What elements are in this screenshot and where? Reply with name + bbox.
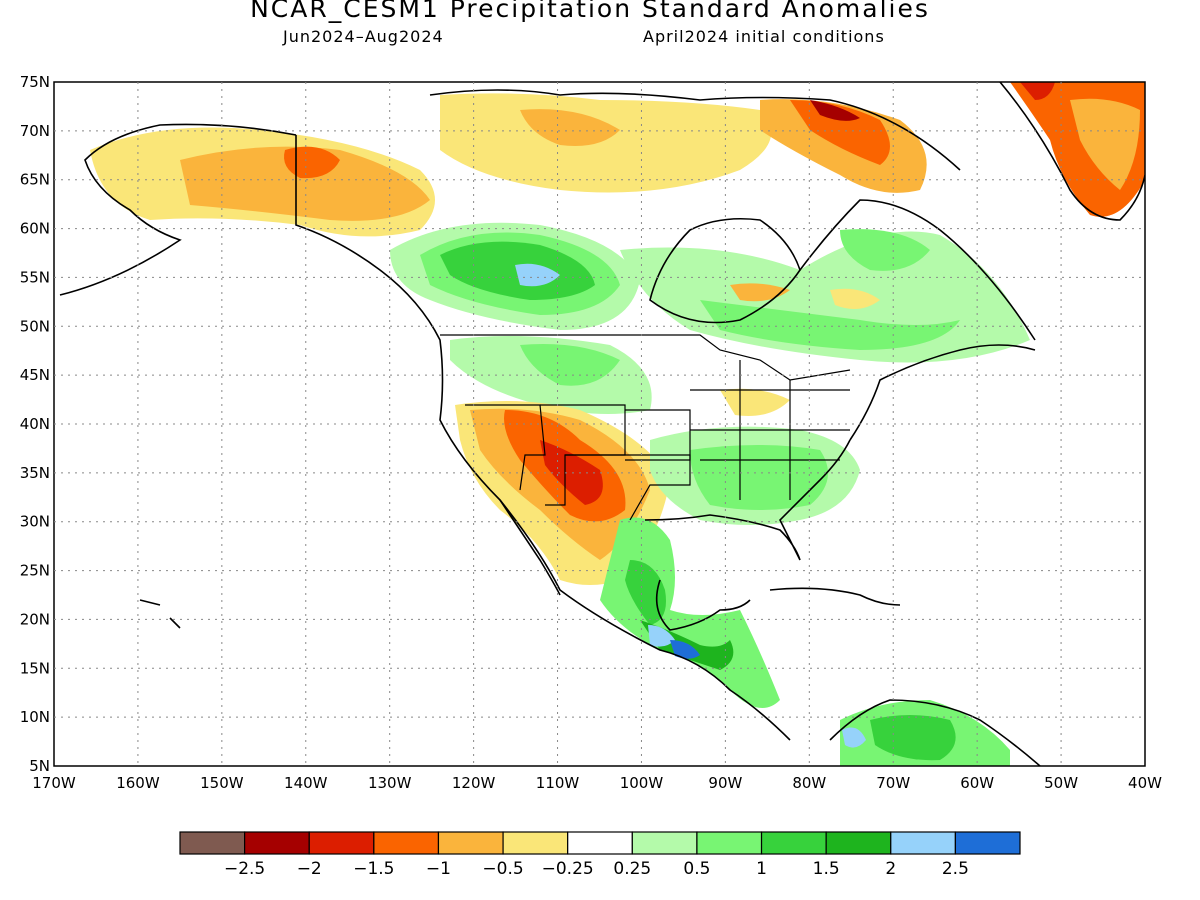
us-canada-border xyxy=(440,334,851,381)
lat-tick-label: 35N xyxy=(20,464,50,482)
coastlines xyxy=(59,82,1145,766)
lon-tick-label: 110W xyxy=(536,774,580,792)
graticule xyxy=(54,82,1145,766)
period-subtitle: Jun2024–Aug2024 xyxy=(283,27,444,46)
lon-tick-label: 140W xyxy=(284,774,328,792)
hawaii xyxy=(139,599,181,629)
greenland-coast xyxy=(999,82,1145,221)
colorbar-label: 0.25 xyxy=(613,859,651,879)
lat-tick-label: 70N xyxy=(20,122,50,140)
colorbar-label: 1.5 xyxy=(813,859,840,879)
lon-tick-label: 50W xyxy=(1044,774,1078,792)
alaska-coast xyxy=(59,123,297,296)
lat-tick-label: 30N xyxy=(20,513,50,531)
colorbar-swatch xyxy=(825,831,892,855)
colorbar-swatch xyxy=(954,831,1021,855)
colorbar-swatch xyxy=(502,831,569,855)
atlantic-coast xyxy=(849,344,1036,441)
colorbar-label: 2.5 xyxy=(942,859,969,879)
colorbar-swatch xyxy=(631,831,698,855)
lat-tick-label: 55N xyxy=(20,268,50,286)
colorbar-label: 2 xyxy=(885,859,896,879)
yucatan-coast xyxy=(655,579,751,631)
mexico-wet-region xyxy=(600,517,780,708)
lat-tick-label: 20N xyxy=(20,610,50,628)
hudson-bay xyxy=(649,217,801,324)
latitude-labels: 5N 10N 15N 20N 25N 30N 35N 40N 45N 50N 55N 60N 65N 70… xyxy=(20,73,50,775)
lon-tick-label: 60W xyxy=(960,774,994,792)
lon-tick-label: 150W xyxy=(200,774,244,792)
lat-tick-label: 65N xyxy=(20,171,50,189)
lon-tick-label: 40W xyxy=(1128,774,1162,792)
colorbar-swatch xyxy=(179,831,246,855)
lon-tick-label: 160W xyxy=(116,774,160,792)
south-america-coast xyxy=(829,699,1041,766)
lon-tick-label: 170W xyxy=(32,774,76,792)
lon-tick-label: 100W xyxy=(620,774,664,792)
arctic-islands xyxy=(429,89,961,171)
colorbar-label: −1.5 xyxy=(353,859,394,879)
lat-tick-label: 10N xyxy=(20,708,50,726)
lat-tick-label: 5N xyxy=(29,757,50,775)
lat-tick-label: 25N xyxy=(20,562,50,580)
colorbar-swatch xyxy=(696,831,763,855)
longitude-labels: 170W 160W 150W 140W 130W 120W 110W 100W 90W 80W 70… xyxy=(32,774,1162,792)
colorbar xyxy=(179,831,1021,855)
colorbar-label: −0.5 xyxy=(482,859,523,879)
lat-tick-label: 45N xyxy=(20,366,50,384)
lat-tick-label: 50N xyxy=(20,317,50,335)
init-subtitle: April2024 initial conditions xyxy=(643,27,885,46)
lon-tick-label: 120W xyxy=(452,774,496,792)
anomaly-field xyxy=(90,82,1145,766)
colorbar-swatch xyxy=(890,831,956,855)
baja-coast xyxy=(499,499,561,596)
lon-tick-label: 130W xyxy=(368,774,412,792)
colorbar-swatch xyxy=(373,831,440,855)
yukon-dry-region xyxy=(180,146,430,221)
colorbar-label: −1 xyxy=(426,859,451,879)
colorbar-label: −2.5 xyxy=(224,859,265,879)
lat-tick-label: 40N xyxy=(20,415,50,433)
lon-tick-label: 80W xyxy=(792,774,826,792)
colorbar-swatch xyxy=(760,831,827,855)
yukon-core-region xyxy=(284,146,340,179)
gulf-coast xyxy=(644,439,851,561)
lat-tick-label: 75N xyxy=(20,73,50,91)
state-borders xyxy=(440,334,851,521)
lat-tick-label: 60N xyxy=(20,220,50,238)
lat-tick-label: 15N xyxy=(20,659,50,677)
colorbar-label: −2 xyxy=(297,859,322,879)
colorbar-swatch xyxy=(308,831,375,855)
colorbar-swatch xyxy=(437,831,504,855)
colorbar-label: 0.5 xyxy=(683,859,710,879)
colorbar-swatch xyxy=(567,831,633,855)
lon-tick-label: 90W xyxy=(708,774,742,792)
chart-title: NCAR_CESM1 Precipitation Standard Anomal… xyxy=(250,0,930,23)
colorbar-labels: −2.5 −2 −1.5 −1 −0.5 −0.25 0.25 0.5 1 1.5 2 2.5 xyxy=(224,859,969,879)
lon-tick-label: 70W xyxy=(876,774,910,792)
colorbar-label: 1 xyxy=(756,859,767,879)
cuba xyxy=(769,587,901,606)
colorbar-swatch xyxy=(244,831,310,855)
colorbar-label: −0.25 xyxy=(542,859,594,879)
